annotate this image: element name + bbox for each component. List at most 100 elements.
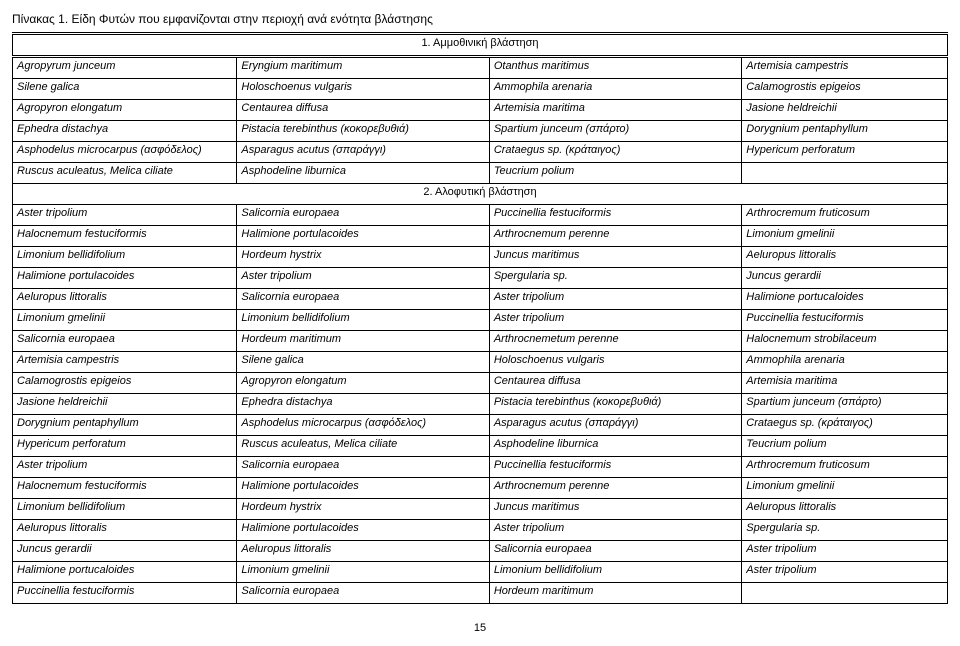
table-cell: Juncus maritimus [489, 247, 741, 268]
table-cell: Salicornia europaea [13, 331, 237, 352]
table-cell: Silene galica [13, 79, 237, 100]
table-cell: Puccinellia festuciformis [13, 583, 237, 604]
table-cell: Jasione heldreichii [13, 394, 237, 415]
table-cell: Limonium bellidifolium [489, 562, 741, 583]
table-cell: Limonium bellidifolium [237, 310, 489, 331]
table-cell: Puccinellia festuciformis [489, 205, 741, 226]
plants-table: 1. Αμμοθινική βλάστησηAgropyrum junceumE… [12, 32, 948, 604]
table-cell: Halocnemum festuciformis [13, 478, 237, 499]
table-cell: Calamogrostis epigeios [742, 79, 948, 100]
table-cell: Puccinellia festuciformis [489, 457, 741, 478]
table-cell: Ruscus aculeatus, Melica ciliate [13, 163, 237, 184]
table-cell: Juncus gerardii [13, 541, 237, 562]
table-cell: Hordeum maritimum [489, 583, 741, 604]
table-cell: Aster tripolium [13, 205, 237, 226]
table-cell: Artemisia maritima [489, 100, 741, 121]
table-cell: Limonium bellidifolium [13, 247, 237, 268]
table-cell: Arthrocremum fruticosum [742, 457, 948, 478]
table-cell: Spartium junceum (σπάρτο) [489, 121, 741, 142]
table-cell: Asparagus acutus (σπαράγγι) [489, 415, 741, 436]
table-cell: Aster tripolium [742, 562, 948, 583]
table-cell: Limonium gmelinii [742, 478, 948, 499]
table-cell: Salicornia europaea [237, 583, 489, 604]
table-cell: Halimione portucaloides [13, 562, 237, 583]
table-cell: Dorygnium pentaphyllum [742, 121, 948, 142]
table-cell: Salicornia europaea [237, 457, 489, 478]
table-cell: Spartium junceum (σπάρτο) [742, 394, 948, 415]
page-number: 15 [12, 622, 948, 634]
table-cell: Salicornia europaea [489, 541, 741, 562]
table-cell: Limonium gmelinii [237, 562, 489, 583]
table-cell: Dorygnium pentaphyllum [13, 415, 237, 436]
table-cell: Ammophila arenaria [742, 352, 948, 373]
table-cell: Ephedra distachya [13, 121, 237, 142]
table-cell: Limonium gmelinii [742, 226, 948, 247]
table-cell: Artemisia maritima [742, 373, 948, 394]
table-cell: Arthrocnemum perenne [489, 226, 741, 247]
table-cell: Holoschoenus vulgaris [489, 352, 741, 373]
table-cell: Asphodeline liburnica [489, 436, 741, 457]
table-cell: Spergularia sp. [742, 520, 948, 541]
table-cell: Hordeum maritimum [237, 331, 489, 352]
table-cell: Limonium bellidifolium [13, 499, 237, 520]
table-cell: Centaurea diffusa [489, 373, 741, 394]
table-cell: Centaurea diffusa [237, 100, 489, 121]
table-cell: Holoschoenus vulgaris [237, 79, 489, 100]
table-cell: Agropyrum junceum [13, 57, 237, 79]
table-cell: Teucrium polium [742, 436, 948, 457]
table-cell [742, 583, 948, 604]
table-cell: Aeluropus littoralis [237, 541, 489, 562]
table-cell: Aeluropus littoralis [742, 247, 948, 268]
table-cell: Aster tripolium [13, 457, 237, 478]
table-cell: Hypericum perforatum [742, 142, 948, 163]
table-cell: Agropyron elongatum [237, 373, 489, 394]
table-cell: Silene galica [237, 352, 489, 373]
table-cell: Juncus gerardii [742, 268, 948, 289]
table-cell: Aeluropus littoralis [742, 499, 948, 520]
table-cell: Halimione portucaloides [742, 289, 948, 310]
table-cell: Spergularia sp. [489, 268, 741, 289]
table-cell: Asparagus acutus (σπαράγγι) [237, 142, 489, 163]
table-cell: Crataegus sp. (κράταιγος) [742, 415, 948, 436]
table-cell: Aeluropus littoralis [13, 289, 237, 310]
table-cell: Juncus maritimus [489, 499, 741, 520]
table-cell: Ammophila arenaria [489, 79, 741, 100]
table-cell: Halimione portulacoides [237, 226, 489, 247]
table-cell: Halocnemum festuciformis [13, 226, 237, 247]
table-cell: Puccinellia festuciformis [742, 310, 948, 331]
table-cell: Arthrocremum fruticosum [742, 205, 948, 226]
table-cell: Hypericum perforatum [13, 436, 237, 457]
table-cell: Otanthus maritimus [489, 57, 741, 79]
table-cell: Arthrocnemetum perenne [489, 331, 741, 352]
table-cell: Asphodelus microcarpus (ασφόδελος) [13, 142, 237, 163]
table-cell: Eryngium maritimum [237, 57, 489, 79]
table-cell: Pistacia terebinthus (κοκορεβυθιά) [237, 121, 489, 142]
table-cell: Aster tripolium [742, 541, 948, 562]
table-cell: Crataegus sp. (κράταιγος) [489, 142, 741, 163]
table-cell: Artemisia campestris [13, 352, 237, 373]
table-cell: Halocnemum strobilaceum [742, 331, 948, 352]
table-cell: Artemisia campestris [742, 57, 948, 79]
table-cell: Calamogrostis epigeios [13, 373, 237, 394]
table-cell: Hordeum hystrix [237, 247, 489, 268]
table-cell: Pistacia terebinthus (κοκορεβυθιά) [489, 394, 741, 415]
table-cell: Aeluropus littoralis [13, 520, 237, 541]
section-header: 1. Αμμοθινική βλάστηση [13, 34, 948, 57]
table-cell: Aster tripolium [489, 310, 741, 331]
table-cell: Aster tripolium [489, 289, 741, 310]
table-cell: Teucrium polium [489, 163, 741, 184]
table-cell: Jasione heldreichii [742, 100, 948, 121]
section-header: 2. Αλοφυτική βλάστηση [13, 184, 948, 205]
table-cell: Hordeum hystrix [237, 499, 489, 520]
table-cell: Salicornia europaea [237, 205, 489, 226]
table-cell: Limonium gmelinii [13, 310, 237, 331]
table-cell: Aster tripolium [489, 520, 741, 541]
table-cell: Agropyron elongatum [13, 100, 237, 121]
table-cell: Salicornia europaea [237, 289, 489, 310]
table-caption: Πίνακας 1. Είδη Φυτών που εμφανίζονται σ… [12, 12, 948, 26]
table-cell: Ruscus aculeatus, Melica ciliate [237, 436, 489, 457]
table-cell: Asphodelus microcarpus (ασφόδελος) [237, 415, 489, 436]
table-cell [742, 163, 948, 184]
table-cell: Asphodeline liburnica [237, 163, 489, 184]
table-cell: Halimione portulacoides [237, 520, 489, 541]
